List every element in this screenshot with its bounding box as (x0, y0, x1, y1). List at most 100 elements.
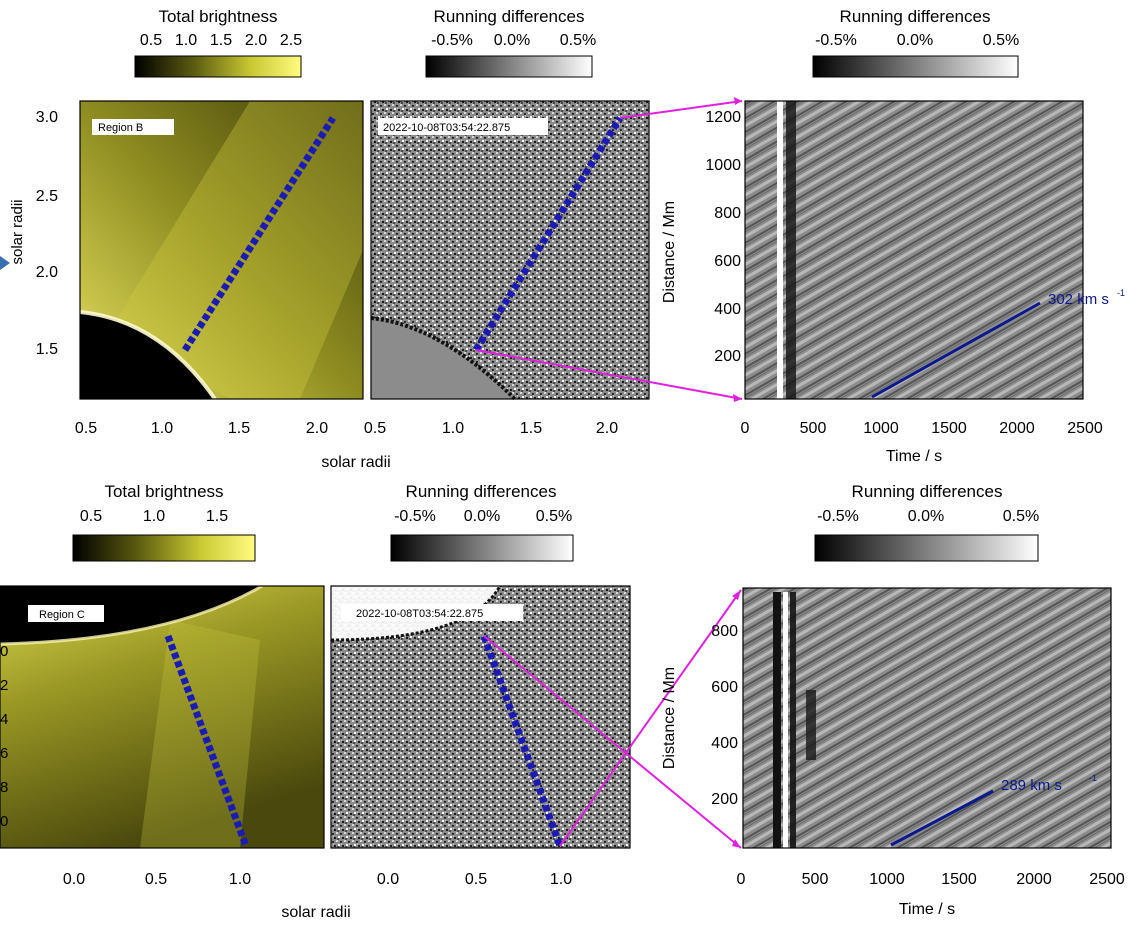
colorbar-gray (814, 534, 1039, 562)
x-tick: 1500 (931, 420, 967, 437)
streamer-band (140, 620, 260, 848)
y-tick: 200 (711, 791, 738, 808)
colorbar-yellow (134, 55, 302, 78)
y-axis-label: Distance / Mm (661, 667, 678, 769)
y-tick: 3.0 (36, 109, 58, 126)
region-label-box (28, 605, 104, 622)
colorbar-tick: 0.0% (464, 508, 500, 525)
limb-glow (79, 310, 217, 401)
speed-label: 302 km s (1048, 291, 1109, 308)
colorbar-gray (425, 55, 593, 78)
colorbar-title: Running differences (852, 482, 1003, 501)
y-tick: 600 (714, 253, 741, 270)
x-tick: 0.5 (145, 871, 167, 888)
arrowhead-icon (732, 590, 741, 600)
arrowhead-icon (734, 97, 742, 105)
y-tick-partial: 8 (0, 779, 8, 796)
top-colorbar-running-1: Running differences -0.5% 0.0% 0.5% (425, 7, 596, 78)
arrowhead-icon (733, 394, 742, 402)
occulter-disk (0, 586, 262, 644)
x-tick: 500 (802, 871, 829, 888)
colorbar-gray (390, 534, 574, 562)
slit-path (473, 116, 623, 352)
x-tick: 2000 (1016, 871, 1052, 888)
bottom-colorbar-total: Total brightness 0.5 1.0 1.5 (72, 482, 256, 562)
slit-path (480, 634, 564, 848)
timestamp-box (378, 118, 548, 135)
colorbar-title: Running differences (406, 482, 557, 501)
x-tick: 1.5 (228, 420, 250, 437)
x-axis-label: Time / s (899, 901, 955, 918)
colorbar-tick: 1.0 (175, 32, 197, 49)
streak-dark (790, 592, 796, 848)
colorbar-title: Running differences (840, 7, 991, 26)
top-colorbar-running-2: Running differences -0.5% 0.0% 0.5% (812, 7, 1019, 78)
y-tick: 1200 (705, 109, 741, 126)
colorbar-tick: 2.5 (280, 32, 302, 49)
colorbar-tick: 0.5% (536, 508, 572, 525)
limb-edge (370, 316, 517, 401)
x-tick: 2.0 (306, 420, 328, 437)
bottom-connectors (483, 589, 742, 849)
x-axis-label: Time / s (886, 448, 942, 465)
colorbar-tick: 0.5 (140, 32, 162, 49)
y-tick: 400 (714, 301, 741, 318)
top-connectors (475, 97, 743, 402)
speed-fit-line (890, 789, 994, 847)
x-tick: 1500 (941, 871, 977, 888)
colorbar-tick: 0.5% (1003, 508, 1039, 525)
x-tick: 1.5 (520, 420, 542, 437)
colorbar-tick: 1.0 (143, 508, 165, 525)
bottom-colorbar-running-1: Running differences -0.5% 0.0% 0.5% (390, 482, 574, 562)
x-axis-label: solar radii (321, 454, 390, 471)
x-tick: 1000 (869, 871, 905, 888)
panel-frame (330, 585, 631, 849)
x-tick: 2000 (999, 420, 1035, 437)
colorbar-tick: 0.0% (908, 508, 944, 525)
x-tick: 1.0 (442, 420, 464, 437)
arrowhead-icon (732, 839, 741, 848)
y-tick-partial: 4 (0, 711, 8, 728)
top-brightness-panel: Region B 3.0 2.5 2.0 1.5 solar radii 0.5… (0, 100, 364, 437)
x-tick: 0 (741, 420, 750, 437)
speed-label-exponent: -1 (1117, 288, 1125, 298)
top-difference-panel: 2022-10-08T03:54:22.875 0.5 1.0 1.5 2.0 (364, 100, 650, 437)
colorbar-tick: -0.5% (815, 32, 857, 49)
panel-frame (79, 100, 364, 400)
streak-dark (773, 592, 781, 848)
y-tick: 600 (711, 679, 738, 696)
slit-path (182, 116, 336, 352)
limb-glow (0, 584, 263, 646)
colorbar-tick: 2.0 (245, 32, 267, 49)
top-colorbar-total: Total brightness 0.5 1.0 1.5 2.0 2.5 (134, 7, 302, 78)
colorbar-tick: 0.5% (983, 32, 1019, 49)
colorbar-tick: 0.0% (897, 32, 933, 49)
colorbar-title: Total brightness (158, 7, 277, 26)
y-tick: 2.0 (36, 264, 58, 281)
connector-line (483, 635, 742, 849)
y-tick: 1.5 (36, 341, 58, 358)
connector-line (559, 589, 742, 847)
panel-frame (742, 587, 1112, 849)
y-tick-partial: 8 (0, 609, 8, 626)
x-tick: 1000 (863, 420, 899, 437)
x-tick: 0.5 (75, 420, 97, 437)
colorbar-tick: 1.5 (210, 32, 232, 49)
x-tick: 2.0 (596, 420, 618, 437)
x-axis-label: solar radii (281, 904, 350, 921)
y-axis-label: Distance / Mm (661, 201, 678, 303)
x-tick: 0 (737, 871, 746, 888)
colorbar-yellow (72, 534, 256, 562)
y-axis-label: solar radii (9, 199, 26, 264)
connector-line (619, 100, 743, 119)
y-tick-partial: 0 (0, 813, 8, 830)
panel-frame (744, 100, 1084, 400)
colorbar-title: Total brightness (104, 482, 223, 501)
y-tick-partial: 0 (0, 643, 8, 660)
y-tick: 400 (711, 735, 738, 752)
region-label-box (92, 119, 174, 135)
y-tick: 200 (714, 348, 741, 365)
x-tick: 1.0 (151, 420, 173, 437)
